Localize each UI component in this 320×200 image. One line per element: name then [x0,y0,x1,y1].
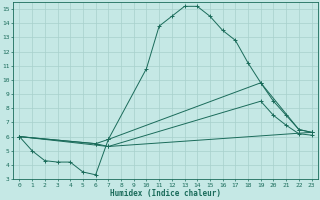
X-axis label: Humidex (Indice chaleur): Humidex (Indice chaleur) [110,189,221,198]
